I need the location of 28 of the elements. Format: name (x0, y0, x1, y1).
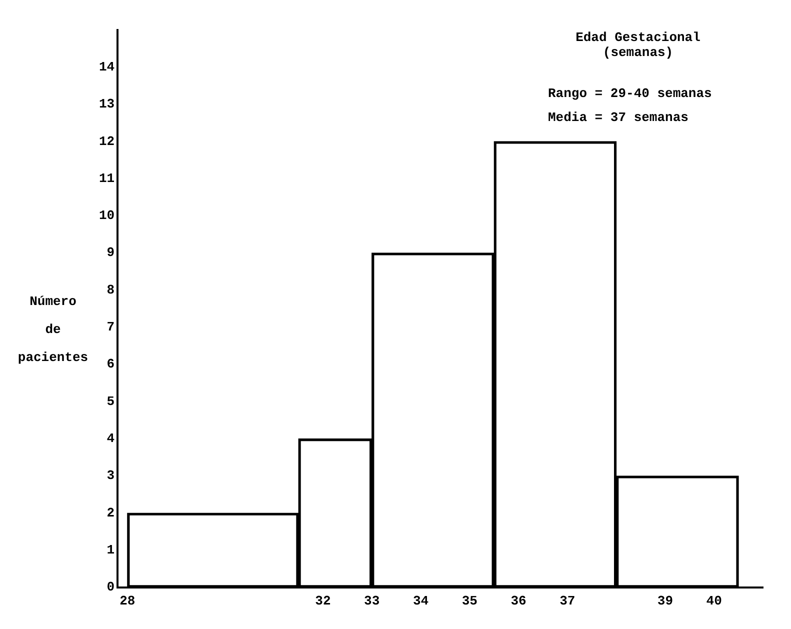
x-tick-label: 39 (657, 593, 674, 608)
y-tick-label: 14 (98, 59, 115, 74)
y-tick-label: 12 (98, 134, 115, 149)
x-tick-label: 32 (315, 593, 331, 608)
y-tick-label: 13 (98, 96, 115, 112)
y-tick-label: 7 (106, 320, 115, 335)
y-tick-label: 2 (106, 505, 115, 520)
y-tick-label: 0 (106, 580, 115, 595)
x-tick-label: 40 (706, 593, 722, 608)
x-tick-label: 35 (462, 593, 478, 608)
annotation: Media = 37 semanas (548, 110, 688, 125)
y-axis-title: Número de pacientes (16, 293, 90, 367)
y-tick-label: 10 (98, 208, 115, 224)
y-tick-label: 3 (106, 468, 115, 484)
x-tick-label: 34 (412, 593, 429, 608)
y-tick-label: 5 (106, 394, 115, 409)
y-tick-label: 6 (106, 356, 115, 372)
y-tick-label: 9 (106, 245, 115, 260)
annotation: Rango = 29-40 semanas (548, 86, 712, 101)
y-tick-label: 4 (106, 431, 115, 446)
x-tick-label: 28 (120, 593, 136, 608)
x-tick-label: 36 (510, 593, 527, 608)
y-tick-label: 1 (106, 542, 115, 558)
y-tick-label: 11 (98, 170, 115, 186)
text: Edad Gestacional (semanas) (574, 30, 702, 60)
x-tick-label: 33 (364, 593, 380, 608)
x-tick-label: 37 (560, 593, 576, 608)
y-tick-label: 8 (106, 282, 115, 298)
